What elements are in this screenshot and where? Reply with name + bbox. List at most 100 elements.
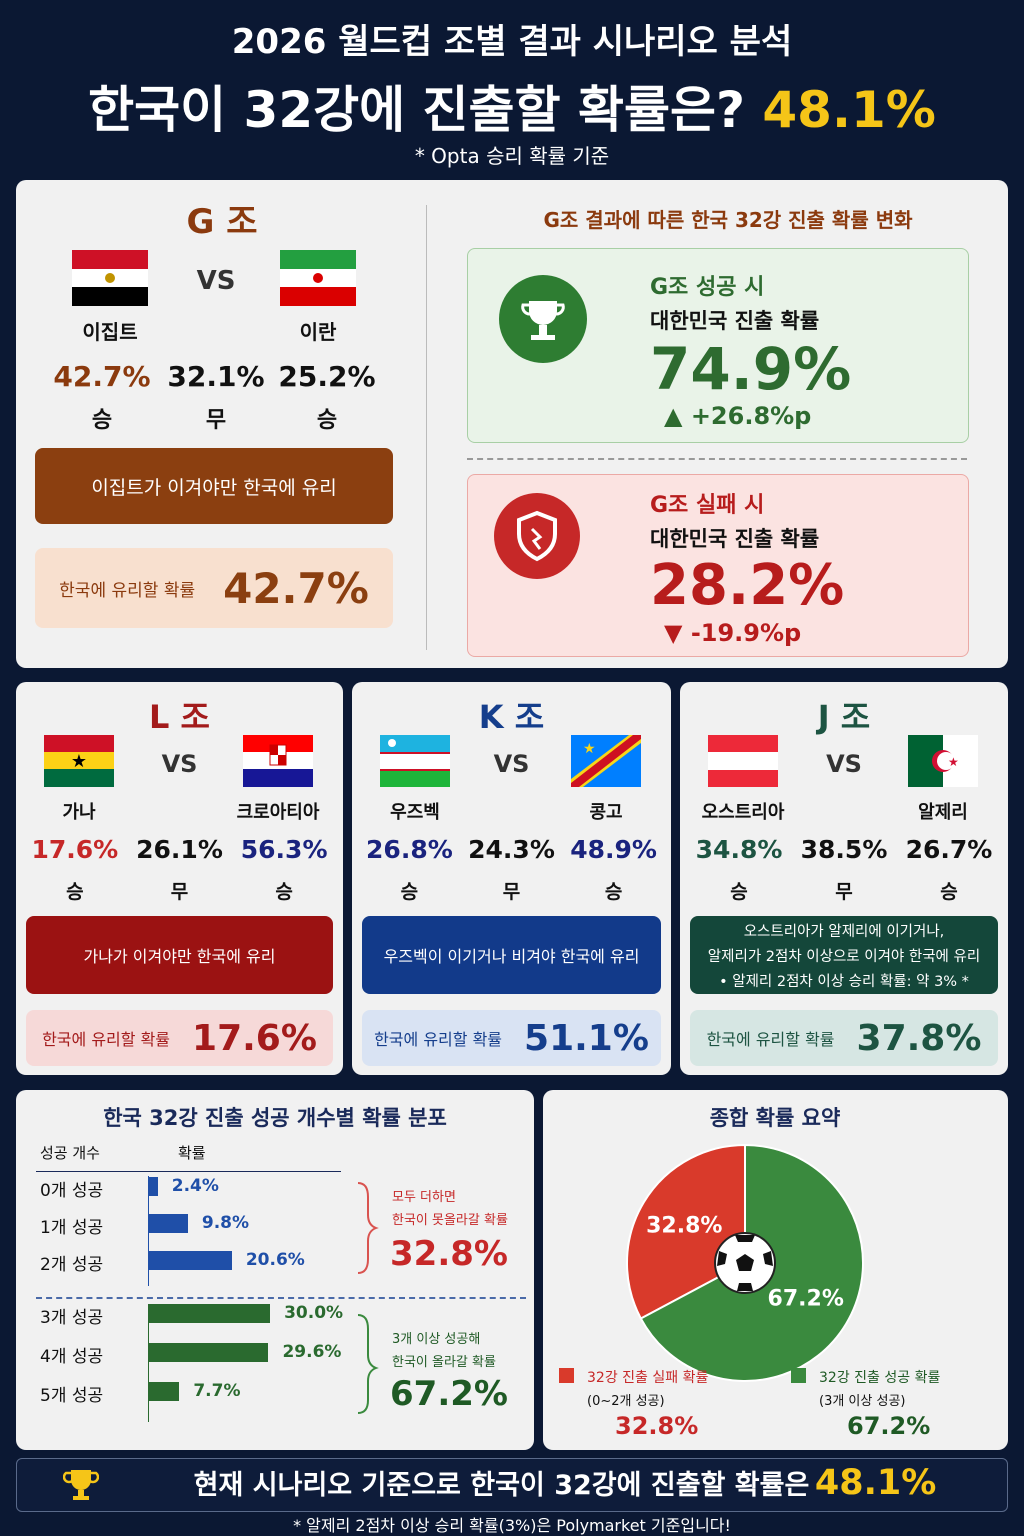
legend-value: 67.2% bbox=[847, 1412, 931, 1440]
team-name: 우즈벡 bbox=[390, 802, 440, 823]
odds-result: 무 bbox=[170, 881, 189, 903]
odds-pct: 24.3% bbox=[468, 835, 555, 864]
odds-pct: 26.8% bbox=[366, 835, 453, 864]
bar-value: 2.4% bbox=[171, 1176, 219, 1196]
trophy-icon bbox=[63, 1470, 99, 1500]
vs: VS bbox=[161, 750, 198, 778]
row-label: 5개 성공 bbox=[40, 1386, 104, 1406]
favor-value: 37.8% bbox=[856, 1017, 982, 1059]
odds-result: 승 bbox=[66, 881, 84, 903]
bar bbox=[148, 1343, 269, 1362]
failure-box: G조 실패 시 대한민국 진출 확률 28.2% ▼ -19.9%p bbox=[467, 474, 969, 657]
team-name: 알제리 bbox=[918, 802, 968, 823]
favor-box: 한국에 유리할 확률 17.6% bbox=[26, 1010, 333, 1066]
delta-text: -19.9%p bbox=[690, 619, 802, 647]
success-delta: ▲ +26.8%p bbox=[664, 402, 812, 430]
column-header: 확률 bbox=[178, 1144, 206, 1162]
failure-subtitle: 대한민국 진출 확률 bbox=[650, 527, 820, 551]
dashed-separator bbox=[36, 1297, 526, 1299]
flag bbox=[380, 735, 450, 787]
odds-pct: 25.2% bbox=[278, 360, 376, 393]
success-box: G조 성공 시 대한민국 진출 확률 74.9% ▲ +26.8%p bbox=[467, 248, 969, 443]
row-label: 4개 성공 bbox=[40, 1347, 104, 1367]
bar bbox=[148, 1251, 232, 1270]
bar bbox=[148, 1177, 158, 1196]
legend-swatch bbox=[559, 1368, 574, 1383]
odds-pct: 26.7% bbox=[905, 835, 993, 864]
condition-box: 우즈벡이 이기거나 비겨야 한국에 유리 bbox=[362, 916, 661, 994]
distribution-title: 한국 32강 진출 성공 개수별 확률 분포 bbox=[103, 1106, 447, 1130]
favor-box: 한국에 유리할 확률 51.1% bbox=[362, 1010, 661, 1066]
odds-pct: 56.3% bbox=[240, 835, 328, 864]
failure-delta: ▼ -19.9%p bbox=[664, 619, 802, 647]
note-line: 한국이 올라갈 확률 bbox=[392, 1355, 496, 1370]
divider bbox=[426, 205, 427, 650]
odds-pct: 48.9% bbox=[570, 835, 657, 864]
legend-value: 32.8% bbox=[615, 1412, 699, 1440]
footer-line: 현재 시나리오 기준으로 한국이 32강에 진출할 확률은 48.1% bbox=[194, 1463, 937, 1503]
pie-slice bbox=[626, 1143, 746, 1320]
odds-result: 승 bbox=[316, 408, 338, 433]
flag bbox=[243, 735, 313, 787]
odds-result: 승 bbox=[604, 881, 623, 903]
odds-pct: 38.5% bbox=[800, 835, 888, 864]
condition-text: 우즈벡이 이기거나 비겨야 한국에 유리 bbox=[383, 947, 640, 966]
success-title: G조 성공 시 bbox=[650, 275, 765, 300]
bar-value: 29.6% bbox=[282, 1342, 342, 1362]
favor-label: 한국에 유리할 확률 bbox=[59, 580, 196, 601]
condition-text: 가나가 이겨야만 한국에 유리 bbox=[83, 947, 276, 966]
success-value: 74.9% bbox=[650, 335, 852, 403]
note-line: 모두 더하면 bbox=[392, 1190, 456, 1205]
row-label: 0개 성공 bbox=[40, 1181, 104, 1201]
title-text: 한국이 32강에 진출할 확률은? bbox=[88, 81, 745, 139]
condition-box: 가나가 이겨야만 한국에 유리 bbox=[26, 916, 333, 994]
odds-pct: 34.8% bbox=[695, 835, 783, 864]
team-name: 콩고 bbox=[589, 802, 623, 823]
group-panel: L 조 ★ 가나 크로아티아 VS 17.6% 승 26.1% 무 56.3% 승 가나가 이겨야만 … bbox=[16, 682, 343, 1075]
team-name: 오스트리아 bbox=[701, 802, 785, 823]
group-panel: K 조 우즈벡 ★ 콩고 VS 26.8% 승 24.3% 무 48.9% 승 우즈벡이 이기거나 비… bbox=[352, 682, 671, 1075]
flag bbox=[708, 735, 778, 787]
trophy-icon bbox=[499, 275, 587, 363]
flag: ★ bbox=[908, 735, 978, 787]
condition-box: 오스트리아가 알제리에 이기거나, 알제리가 2점차 이상으로 이겨야 한국에 유… bbox=[690, 916, 998, 994]
bar-value: 20.6% bbox=[245, 1250, 305, 1270]
note-value: 32.8% bbox=[390, 1234, 508, 1274]
legend-detail: (3개 이상 성공) bbox=[819, 1394, 906, 1409]
odds-result: 승 bbox=[730, 881, 748, 903]
braces bbox=[357, 1182, 379, 1414]
condition-text: 오스트리아가 알제리에 이기거나, bbox=[743, 923, 945, 940]
note-line: 한국이 못올라갈 확률 bbox=[392, 1213, 508, 1228]
legend-name: 32강 진출 성공 확률 bbox=[819, 1370, 941, 1386]
group-title: L 조 bbox=[149, 698, 210, 736]
row-label: 1개 성공 bbox=[40, 1218, 104, 1238]
svg-text:★: ★ bbox=[583, 741, 596, 757]
summary-title: 종합 확률 요약 bbox=[709, 1106, 841, 1130]
odds-result: 무 bbox=[205, 408, 227, 433]
source-note: * Opta 승리 확률 기준 bbox=[414, 144, 610, 168]
slice-label: 67.2% bbox=[768, 1286, 844, 1311]
odds-result: 무 bbox=[835, 881, 853, 903]
axis-line bbox=[148, 1304, 149, 1422]
flag-egypt bbox=[72, 250, 148, 306]
column-header: 성공 개수 bbox=[40, 1144, 100, 1162]
team-name: 가나 bbox=[62, 802, 96, 823]
group-panel: J 조 오스트리아 ★ 알제리 VS 34.8% 승 38.5% 무 26.7% 승 오스트리아가 알… bbox=[680, 682, 1008, 1075]
bar-value: 9.8% bbox=[201, 1213, 250, 1233]
favor-label: 한국에 유리할 확률 bbox=[706, 1030, 835, 1049]
shield-icon bbox=[494, 493, 580, 579]
failure-value: 28.2% bbox=[650, 553, 845, 618]
bar bbox=[148, 1382, 180, 1401]
footer-note: * 알제리 2점차 이상 승리 확률(3%)은 Polymarket 기준입니다… bbox=[293, 1516, 731, 1535]
vs: VS bbox=[493, 750, 530, 778]
note-value: 67.2% bbox=[390, 1374, 508, 1414]
condition-box: 이집트가 이겨야만 한국에 유리 bbox=[35, 448, 393, 524]
flag-iran bbox=[280, 250, 356, 306]
soccer-ball bbox=[714, 1232, 776, 1294]
footer-text: 현재 시나리오 기준으로 한국이 32강에 진출할 확률은 bbox=[193, 1470, 810, 1501]
distribution-panel: 한국 32강 진출 성공 개수별 확률 분포 성공 개수 확률 모두 더하면 한… bbox=[16, 1090, 534, 1450]
legend-swatch bbox=[791, 1368, 806, 1383]
title-highlight: 48.1% bbox=[762, 81, 936, 139]
condition-text: 알제리가 2점차 이상으로 이겨야 한국에 유리 bbox=[707, 948, 981, 965]
success-subtitle: 대한민국 진출 확률 bbox=[650, 309, 820, 333]
